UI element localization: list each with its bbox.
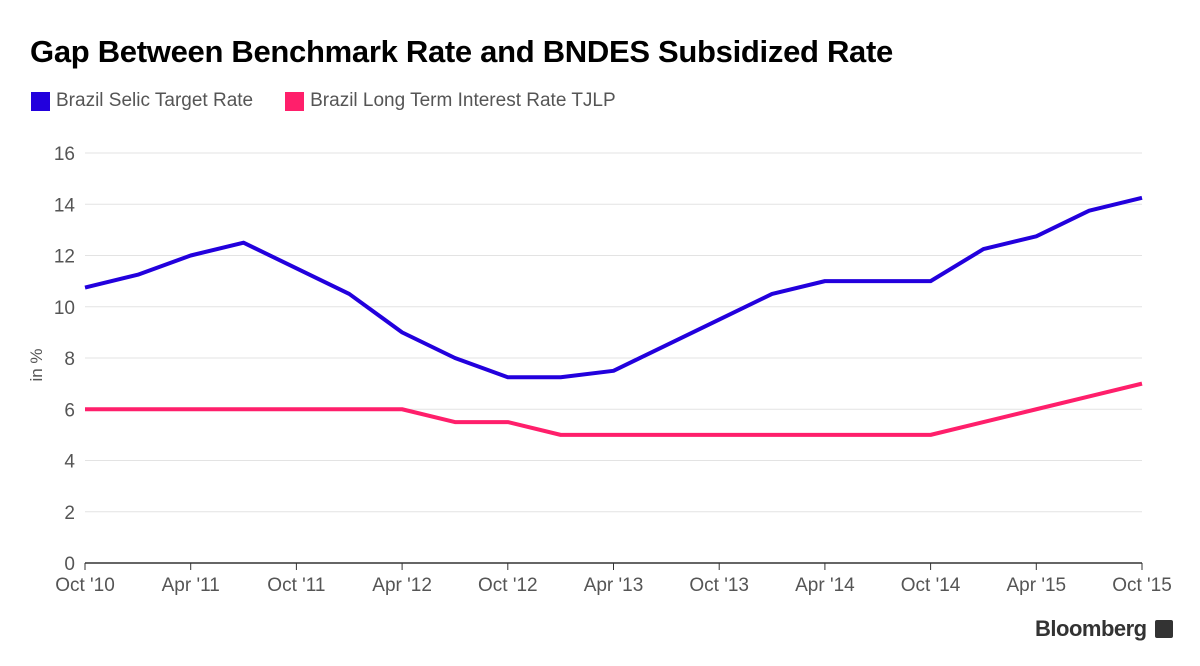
y-tick-label: 16: [54, 144, 75, 165]
series-line-brazil-long-term-interest-rate-tjlp: [85, 381, 1143, 437]
y-tick-label: 8: [64, 349, 75, 370]
y-axis-label: in %: [27, 348, 46, 381]
x-tick-label: Oct '10: [55, 575, 115, 596]
y-tick-label: 4: [64, 452, 75, 473]
legend-item-selic: Brazil Selic Target Rate: [31, 90, 253, 112]
x-tick-label: Apr '12: [372, 575, 432, 596]
bloomberg-logo: Bloomberg: [1035, 616, 1173, 642]
y-tick-label: 12: [54, 247, 75, 268]
y-tick-label: 6: [64, 400, 75, 421]
legend-item-tjlp: Brazil Long Term Interest Rate TJLP: [285, 90, 616, 112]
y-tick-label: 10: [54, 298, 75, 319]
brand-text: Bloomberg: [1035, 616, 1147, 641]
y-tick-label: 0: [64, 554, 75, 575]
bloomberg-chart-icon: [1154, 620, 1173, 638]
x-tick-label: Apr '15: [1006, 575, 1066, 596]
legend-label-selic: Brazil Selic Target Rate: [56, 90, 254, 111]
legend-label-tjlp: Brazil Long Term Interest Rate TJLP: [310, 90, 616, 111]
x-tick-label: Apr '14: [795, 575, 855, 596]
legend: Brazil Selic Target Rate Brazil Long Ter…: [31, 90, 616, 112]
chart-title: Gap Between Benchmark Rate and BNDES Sub…: [30, 34, 893, 69]
series-line-brazil-selic-target-rate: [84, 195, 1143, 380]
x-tick-label: Oct '13: [689, 575, 749, 596]
y-tick-label: 2: [64, 503, 75, 524]
x-tick-label: Oct '12: [478, 575, 538, 596]
x-tick-label: Oct '11: [267, 575, 325, 596]
x-tick-label: Apr '11: [162, 575, 220, 596]
x-tick-label: Apr '13: [584, 575, 644, 596]
y-tick-label: 14: [54, 195, 76, 216]
x-tick-label: Oct '15: [1112, 575, 1172, 596]
legend-swatch-selic: [31, 91, 50, 111]
legend-swatch-tjlp: [285, 91, 305, 111]
x-tick-label: Oct '14: [901, 575, 961, 596]
